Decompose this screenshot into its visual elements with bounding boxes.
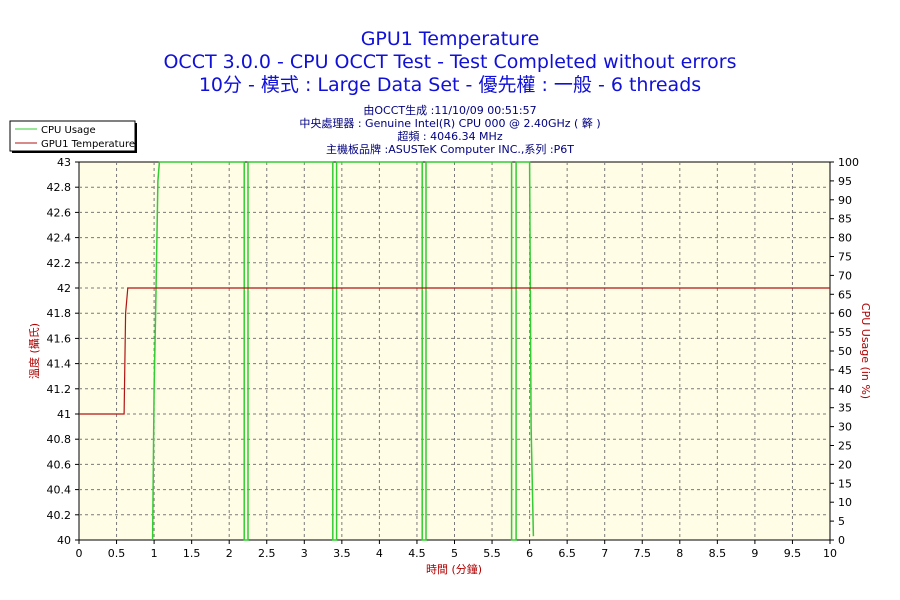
- y-left-tick-label: 41.2: [47, 383, 72, 396]
- x-tick-label: 6: [526, 547, 533, 560]
- y-left-tick-label: 41: [57, 408, 71, 421]
- x-tick-label: 7: [601, 547, 608, 560]
- x-axis-label: 時間 (分鐘): [426, 562, 482, 576]
- y-right-tick-label: 80: [838, 232, 852, 245]
- y-right-axis-label: CPU Usage (in %): [859, 303, 872, 399]
- y-left-ticks: 40 40.2 40.4 40.6 40.8 41 41.2 41.4 41.6 41.8 42 42…: [47, 156, 79, 547]
- y-right-tick-label: 25: [838, 440, 852, 453]
- y-right-tick-label: 65: [838, 288, 852, 301]
- y-left-tick-label: 43: [57, 156, 71, 169]
- y-left-tick-label: 40.4: [47, 484, 72, 497]
- x-tick-label: 9.5: [784, 547, 802, 560]
- info-motherboard: 主機板品牌 :ASUSTeK Computer INC.,系列 :P6T: [326, 142, 574, 156]
- x-tick-label: 9: [751, 547, 758, 560]
- series-gpu1-temperature: [79, 287, 830, 415]
- x-tick-label: 3: [301, 547, 308, 560]
- info-block: 由OCCT生成 :11/10/09 00:51:57 中央處理器 : Genui…: [299, 103, 600, 156]
- chart-subtitle-mode: 10分 - 模式 : Large Data Set - 優先權 : 一般 - 6…: [199, 74, 701, 96]
- y-right-tick-label: 60: [838, 307, 852, 320]
- series-cpu-usage: [151, 161, 535, 541]
- y-left-tick-label: 42.8: [47, 181, 72, 194]
- x-tick-label: 5.5: [483, 547, 501, 560]
- info-clock: 超頻 : 4046.34 MHz: [397, 129, 502, 143]
- x-tick-label: 4: [376, 547, 383, 560]
- y-right-tick-label: 30: [838, 421, 852, 434]
- legend-label-gpu1-temperature: GPU1 Temperature: [41, 139, 135, 150]
- info-generated: 由OCCT生成 :11/10/09 00:51:57: [363, 103, 536, 117]
- x-tick-label: 0.5: [108, 547, 126, 560]
- y-right-tick-label: 50: [838, 345, 852, 358]
- info-cpu: 中央處理器 : Genuine Intel(R) CPU 000 @ 2.40G…: [299, 116, 600, 130]
- y-right-tick-label: 90: [838, 194, 852, 207]
- x-tick-label: 10: [823, 547, 837, 560]
- y-left-axis-label: 溫度 (攝氏): [27, 323, 41, 379]
- y-right-tick-label: 40: [838, 383, 852, 396]
- x-tick-label: 1.5: [183, 547, 201, 560]
- y-left-tick-label: 42.2: [47, 257, 72, 270]
- x-ticks: 0 0.5 1 1.5 2 2.5 3 3.5 4 4.5 5 5.5 6 6.5 7 7.5 8 8.5 9 9.5…: [76, 540, 837, 560]
- x-tick-label: 2.5: [258, 547, 276, 560]
- y-right-tick-label: 75: [838, 251, 852, 264]
- y-left-tick-label: 42: [57, 282, 71, 295]
- x-tick-label: 5: [451, 547, 458, 560]
- x-tick-label: 4.5: [408, 547, 426, 560]
- y-right-tick-label: 100: [838, 156, 859, 169]
- series-layer: [79, 161, 830, 541]
- y-left-tick-label: 42.4: [47, 232, 72, 245]
- x-tick-label: 8: [676, 547, 683, 560]
- x-tick-label: 0: [76, 547, 83, 560]
- y-left-tick-label: 41.8: [47, 307, 72, 320]
- y-left-tick-label: 40.6: [47, 458, 72, 471]
- x-tick-label: 7.5: [634, 547, 652, 560]
- y-right-tick-label: 20: [838, 458, 852, 471]
- legend: CPU Usage GPU1 Temperature: [9, 120, 137, 153]
- chart-subtitle-test: OCCT 3.0.0 - CPU OCCT Test - Test Comple…: [163, 51, 736, 73]
- legend-box: [9, 120, 136, 152]
- y-right-tick-label: 10: [838, 496, 852, 509]
- x-tick-label: 1: [151, 547, 158, 560]
- legend-label-cpu-usage: CPU Usage: [41, 125, 96, 136]
- y-left-tick-label: 42.6: [47, 206, 72, 219]
- x-tick-label: 8.5: [709, 547, 727, 560]
- y-left-tick-label: 40.2: [47, 509, 72, 522]
- y-left-tick-label: 40: [57, 534, 71, 547]
- x-tick-label: 3.5: [333, 547, 351, 560]
- y-right-tick-label: 85: [838, 213, 852, 226]
- y-right-tick-label: 5: [838, 515, 845, 528]
- x-tick-label: 6.5: [558, 547, 576, 560]
- chart-title: GPU1 Temperature: [361, 28, 540, 50]
- y-left-tick-label: 41.4: [47, 358, 72, 371]
- y-right-ticks: 0 5 10 15 20 25 30 35 40 45 50 55 60 65 70 75 80 85 90 95 10…: [830, 156, 859, 547]
- x-tick-label: 2: [226, 547, 233, 560]
- y-left-tick-label: 41.6: [47, 332, 72, 345]
- y-left-tick-label: 40.8: [47, 433, 72, 446]
- y-right-tick-label: 95: [838, 175, 852, 188]
- y-right-tick-label: 45: [838, 364, 852, 377]
- y-right-tick-label: 0: [838, 534, 845, 547]
- y-right-tick-label: 35: [838, 402, 852, 415]
- y-right-tick-label: 70: [838, 269, 852, 282]
- y-right-tick-label: 55: [838, 326, 852, 339]
- y-right-tick-label: 15: [838, 477, 852, 490]
